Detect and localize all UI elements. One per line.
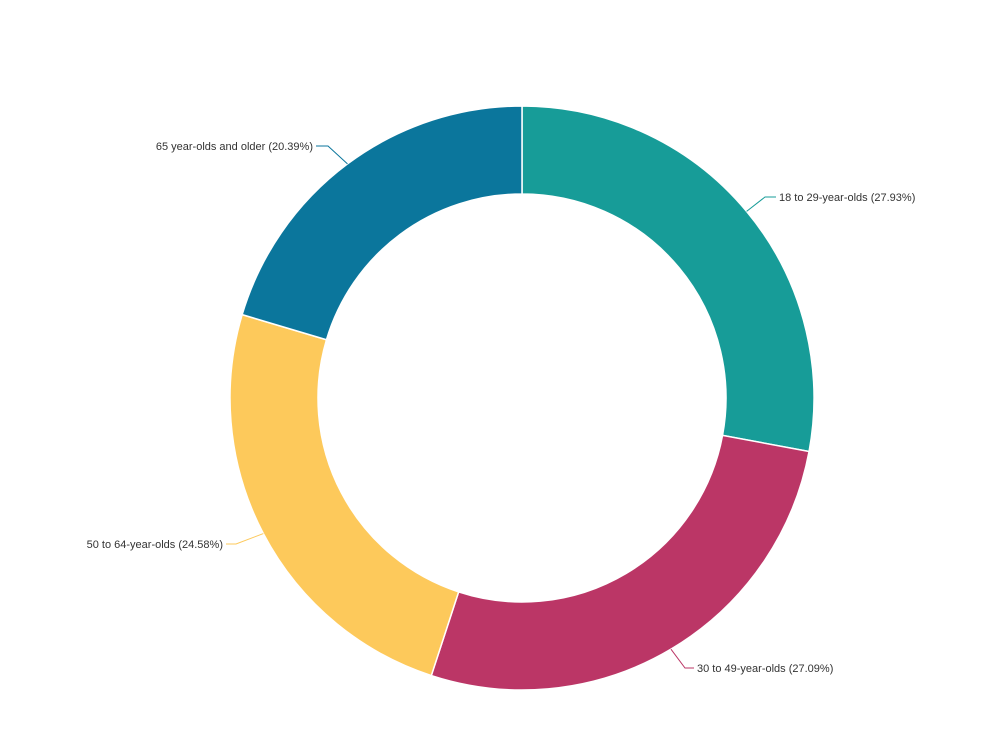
label-leader-line [316, 145, 348, 165]
label-leader-line [226, 533, 264, 545]
slices-layer [229, 105, 815, 691]
slice-label: 50 to 64-year-olds (24.58%) [87, 539, 223, 551]
donut-slice[interactable] [521, 105, 815, 453]
labels-layer: 18 to 29-year-olds (27.93%) 30 to 49-year… [87, 141, 916, 675]
slice-label: 18 to 29-year-olds (27.93%) [779, 192, 915, 204]
donut-slice[interactable] [241, 105, 523, 341]
donut-slice[interactable] [229, 313, 460, 677]
label-leader-line [746, 196, 776, 212]
slice-label: 65 year-olds and older (20.39%) [156, 141, 313, 153]
label-leader-line [670, 648, 694, 669]
slice-label: 30 to 49-year-olds (27.09%) [697, 663, 833, 675]
donut-slice[interactable] [430, 434, 810, 691]
